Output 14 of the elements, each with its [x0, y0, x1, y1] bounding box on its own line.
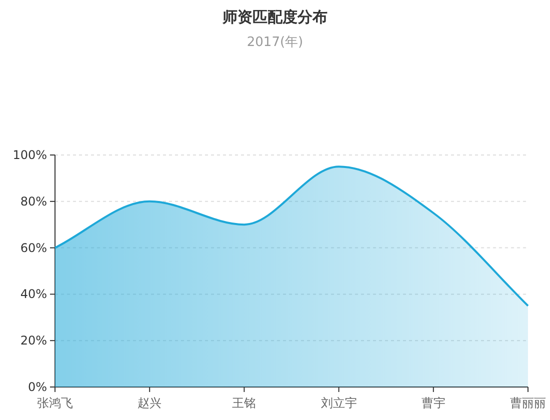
chart-title: 师资匹配度分布	[222, 8, 328, 26]
x-tick-label: 曹宇	[421, 396, 446, 410]
y-tick-label: 20%	[20, 334, 47, 348]
x-tick-label: 曹丽丽	[510, 396, 546, 410]
chart-subtitle: 2017(年)	[246, 35, 304, 50]
x-tick-label: 张鸿飞	[37, 396, 73, 410]
x-tick-label: 王铭	[232, 396, 256, 410]
y-tick-label: 60%	[20, 240, 47, 255]
y-tick-label: 40%	[20, 287, 47, 302]
y-tick-label: 0%	[28, 380, 47, 394]
x-tick-label: 赵兴	[138, 396, 162, 410]
x-tick-label: 刘立宇	[320, 396, 357, 410]
y-tick-label: 80%	[20, 194, 47, 208]
y-tick-label: 100%	[12, 148, 47, 162]
